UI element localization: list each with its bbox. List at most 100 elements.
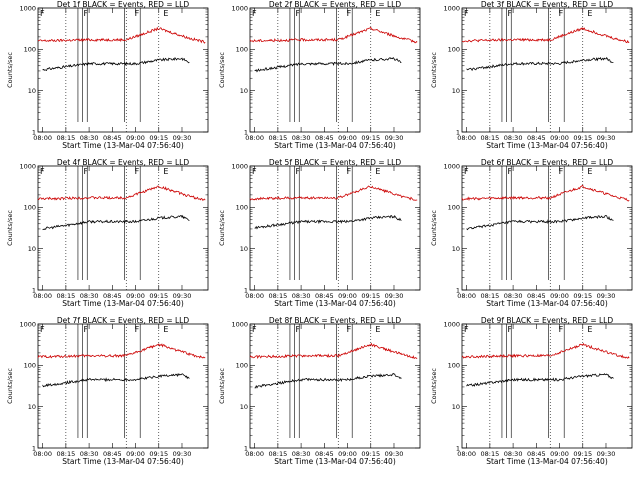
y-axis-label: Counts/sec — [6, 52, 14, 88]
x-tick-label: 08:30 — [80, 292, 99, 300]
x-tick-label: 08:45 — [315, 134, 334, 142]
x-tick-label: 08:15 — [481, 450, 500, 458]
flag-label: F — [559, 325, 564, 334]
x-tick-label: 08:30 — [80, 134, 99, 142]
y-tick-label: 1 — [456, 128, 460, 136]
x-tick-label: 09:15 — [573, 292, 592, 300]
y-tick-label: 10 — [240, 245, 248, 253]
detector-panel-3: Det 3f BLACK = Events, RED = LLD 1 10 100 10… — [430, 0, 633, 150]
y-tick-label: 1 — [244, 444, 248, 452]
y-tick-label: 1000 — [19, 4, 36, 12]
x-tick-label: 09:15 — [149, 292, 168, 300]
y-tick-label: 100 — [236, 46, 248, 54]
plot-frame — [249, 323, 421, 449]
x-tick-label: 08:30 — [504, 134, 523, 142]
flag-label: F — [252, 167, 257, 176]
x-axis-label: Start Time (13-Mar-04 07:56:40) — [486, 457, 608, 466]
x-tick-label: 08:45 — [527, 134, 546, 142]
panel-title: Det 8f BLACK = Events, RED = LLD — [269, 316, 402, 325]
plot-frame — [37, 323, 209, 449]
x-axis-label: Start Time (13-Mar-04 07:56:40) — [486, 299, 608, 308]
x-tick-label: 08:45 — [103, 450, 122, 458]
x-tick-label: 09:15 — [573, 450, 592, 458]
flag-label: F — [252, 9, 257, 18]
x-tick-label: 08:15 — [269, 134, 288, 142]
lld-series-line — [37, 185, 206, 202]
x-tick-label: 08:15 — [269, 292, 288, 300]
flag-label: F — [135, 9, 140, 18]
y-tick-label: 100 — [236, 362, 248, 370]
lld-series-line — [249, 342, 418, 360]
x-tick-label: 08:00 — [245, 450, 264, 458]
x-tick-label: 08:45 — [103, 292, 122, 300]
lld-series-line — [461, 342, 630, 359]
x-tick-label: 09:30 — [597, 134, 616, 142]
panel-title: Det 9f BLACK = Events, RED = LLD — [481, 316, 614, 325]
flag-label: F — [84, 167, 89, 176]
events-series-line — [42, 56, 190, 72]
x-axis-label: Start Time (13-Mar-04 07:56:40) — [486, 141, 608, 150]
y-tick-label: 100 — [24, 204, 36, 212]
panel-title: Det 7f BLACK = Events, RED = LLD — [57, 316, 190, 325]
panel-title: Det 5f BLACK = Events, RED = LLD — [269, 158, 402, 167]
y-tick-label: 1000 — [443, 162, 460, 170]
y-tick-label: 1000 — [19, 162, 36, 170]
x-tick-label: 08:00 — [245, 292, 264, 300]
x-tick-label: 08:30 — [504, 292, 523, 300]
y-axis-label: Counts/sec — [430, 210, 438, 246]
flag-label: F — [296, 325, 301, 334]
detector-panel-2: Det 2f BLACK = Events, RED = LLD 1 10 100 10… — [218, 0, 421, 150]
x-axis-label: Start Time (13-Mar-04 07:56:40) — [274, 141, 396, 150]
flag-label: F — [84, 325, 89, 334]
y-tick-label: 10 — [240, 87, 248, 95]
events-series-line — [254, 372, 402, 389]
x-tick-label: 08:00 — [33, 292, 52, 300]
flag-label: F — [347, 167, 352, 176]
plot-frame — [37, 165, 209, 291]
y-axis-label: Counts/sec — [218, 368, 226, 404]
detector-panel-8: Det 8f BLACK = Events, RED = LLD 1 10 100 10… — [218, 316, 421, 466]
x-tick-label: 08:45 — [315, 450, 334, 458]
flag-label: F — [347, 325, 352, 334]
detector-panel-6: Det 6f BLACK = Events, RED = LLD 1 10 100 10… — [430, 158, 633, 308]
y-tick-label: 1 — [244, 286, 248, 294]
flag-label: E — [587, 325, 592, 334]
panel-title: Det 6f BLACK = Events, RED = LLD — [481, 158, 614, 167]
x-tick-label: 09:30 — [385, 292, 404, 300]
flag-label: E — [375, 325, 380, 334]
detector-panel-7: Det 7f BLACK = Events, RED = LLD 1 10 100 10… — [6, 316, 209, 466]
flag-label: F — [508, 9, 513, 18]
y-tick-label: 1 — [456, 444, 460, 452]
plot-frame — [461, 7, 633, 133]
x-tick-label: 09:15 — [361, 292, 380, 300]
panel-title: Det 1f BLACK = Events, RED = LLD — [57, 0, 190, 9]
x-tick-label: 09:30 — [385, 450, 404, 458]
y-tick-label: 1 — [456, 286, 460, 294]
lld-series-line — [37, 26, 206, 44]
y-tick-label: 100 — [448, 46, 460, 54]
x-tick-label: 08:45 — [315, 292, 334, 300]
y-tick-label: 1000 — [443, 4, 460, 12]
x-tick-label: 08:00 — [457, 450, 476, 458]
y-tick-label: 10 — [28, 87, 36, 95]
flag-label: F — [135, 325, 140, 334]
events-series-line — [466, 56, 614, 72]
y-tick-label: 1000 — [231, 162, 248, 170]
y-tick-label: 1 — [32, 444, 36, 452]
x-tick-label: 08:15 — [481, 292, 500, 300]
y-tick-label: 1000 — [231, 320, 248, 328]
x-tick-label: 09:15 — [361, 134, 380, 142]
flag-label: F — [559, 167, 564, 176]
detector-panel-4: Det 4f BLACK = Events, RED = LLD 1 10 100 10… — [6, 158, 209, 308]
y-tick-label: 1 — [244, 128, 248, 136]
x-tick-label: 09:00 — [338, 134, 357, 142]
flag-label: F — [40, 167, 45, 176]
y-axis-label: Counts/sec — [218, 210, 226, 246]
y-tick-label: 10 — [452, 403, 460, 411]
y-tick-label: 10 — [28, 403, 36, 411]
x-tick-label: 09:00 — [126, 134, 145, 142]
flag-label: F — [464, 9, 469, 18]
x-axis-label: Start Time (13-Mar-04 07:56:40) — [62, 457, 184, 466]
lld-series-line — [37, 343, 206, 359]
